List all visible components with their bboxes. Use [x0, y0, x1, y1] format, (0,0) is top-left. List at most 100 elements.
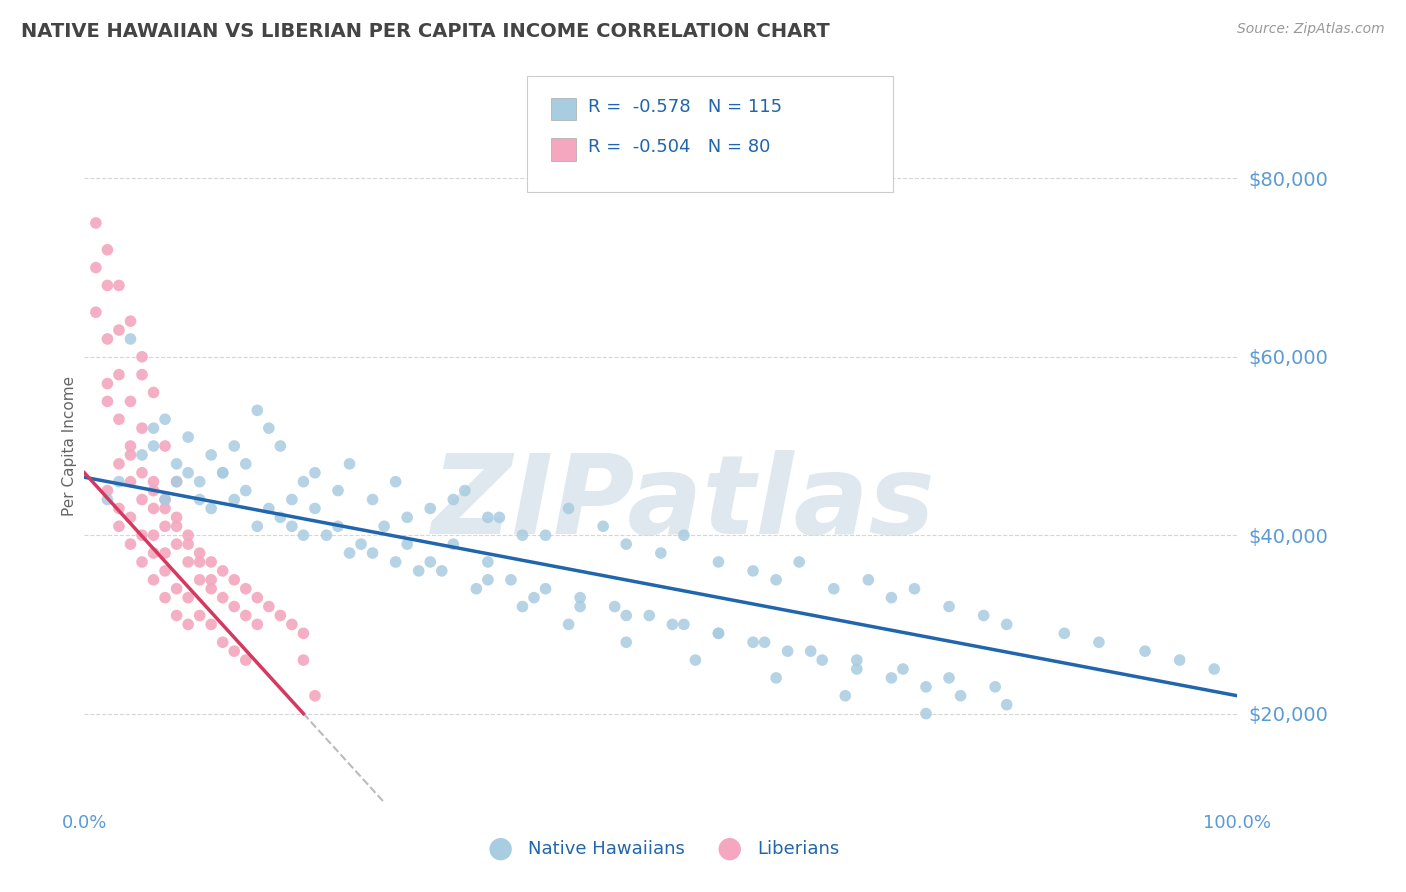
Point — [246, 591, 269, 605]
Point — [292, 475, 315, 489]
Point — [166, 519, 188, 533]
Point — [880, 591, 903, 605]
Point — [557, 501, 579, 516]
Point — [269, 439, 291, 453]
Point — [257, 501, 280, 516]
Point — [188, 546, 211, 560]
Point — [235, 457, 257, 471]
Point — [614, 537, 637, 551]
Point — [614, 635, 637, 649]
Point — [166, 582, 188, 596]
Point — [142, 483, 165, 498]
Point — [142, 439, 165, 453]
Point — [142, 421, 165, 435]
Point — [188, 555, 211, 569]
Point — [177, 537, 200, 551]
Point — [142, 501, 165, 516]
Point — [84, 216, 107, 230]
Point — [685, 653, 707, 667]
Point — [661, 617, 683, 632]
Point — [120, 332, 142, 346]
Point — [1088, 635, 1111, 649]
Point — [326, 483, 349, 498]
Point — [96, 483, 118, 498]
Point — [84, 305, 107, 319]
Point — [96, 332, 118, 346]
Point — [269, 510, 291, 524]
Text: NATIVE HAWAIIAN VS LIBERIAN PER CAPITA INCOME CORRELATION CHART: NATIVE HAWAIIAN VS LIBERIAN PER CAPITA I… — [21, 22, 830, 41]
Point — [304, 689, 326, 703]
Point — [419, 555, 441, 569]
Point — [304, 466, 326, 480]
Point — [257, 599, 280, 614]
Point — [108, 323, 131, 337]
Point — [1204, 662, 1226, 676]
Point — [707, 626, 730, 640]
Point — [96, 278, 118, 293]
Point — [224, 644, 246, 658]
Point — [142, 528, 165, 542]
Point — [823, 582, 845, 596]
Point — [131, 448, 153, 462]
Point — [384, 475, 406, 489]
Point — [811, 653, 834, 667]
Point — [211, 591, 233, 605]
Point — [84, 260, 107, 275]
Point — [707, 555, 730, 569]
Point — [281, 519, 304, 533]
Point — [200, 617, 222, 632]
Point — [235, 483, 257, 498]
Point — [153, 546, 176, 560]
Point — [488, 510, 510, 524]
Point — [131, 555, 153, 569]
Point — [166, 457, 188, 471]
Point — [108, 412, 131, 426]
Text: Source: ZipAtlas.com: Source: ZipAtlas.com — [1237, 22, 1385, 37]
Point — [858, 573, 880, 587]
Point — [153, 519, 176, 533]
Point — [938, 599, 960, 614]
Point — [292, 626, 315, 640]
Point — [153, 591, 176, 605]
Point — [211, 635, 233, 649]
Point — [915, 680, 938, 694]
Point — [995, 698, 1018, 712]
Point — [477, 510, 499, 524]
Point — [638, 608, 661, 623]
Point — [995, 617, 1018, 632]
Point — [153, 564, 176, 578]
Point — [188, 608, 211, 623]
Point — [108, 501, 131, 516]
Point — [235, 608, 257, 623]
Point — [177, 466, 200, 480]
Point — [845, 653, 868, 667]
Point — [650, 546, 672, 560]
Point — [224, 599, 246, 614]
Point — [891, 662, 914, 676]
Point — [142, 573, 165, 587]
Point — [166, 510, 188, 524]
Point — [707, 626, 730, 640]
Point — [408, 564, 430, 578]
Point — [142, 475, 165, 489]
Point — [672, 617, 695, 632]
Point — [984, 680, 1007, 694]
Point — [949, 689, 972, 703]
Point — [120, 448, 142, 462]
Point — [512, 528, 534, 542]
Point — [224, 573, 246, 587]
Point — [153, 439, 176, 453]
Point — [177, 591, 200, 605]
Point — [211, 466, 233, 480]
Point — [569, 591, 592, 605]
Point — [396, 537, 419, 551]
Point — [834, 689, 856, 703]
Point — [800, 644, 823, 658]
Point — [120, 537, 142, 551]
Point — [224, 439, 246, 453]
Point — [200, 501, 222, 516]
Point — [523, 591, 546, 605]
Text: R =  -0.578   N = 115: R = -0.578 N = 115 — [588, 98, 782, 116]
Point — [153, 412, 176, 426]
Point — [166, 475, 188, 489]
